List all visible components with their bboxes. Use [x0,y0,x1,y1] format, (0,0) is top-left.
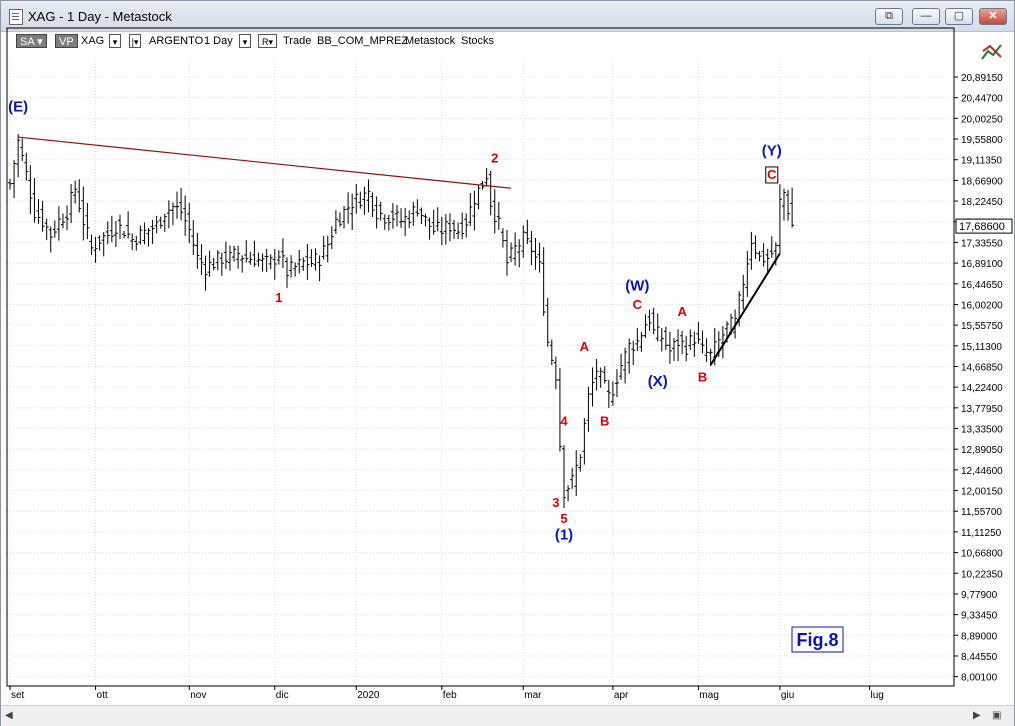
y-tick-label: 9,33450 [961,611,998,622]
y-tick-label: 12,00150 [961,487,1003,498]
y-tick-label: 11,55700 [961,507,1002,518]
y-tick-label: 13,33500 [961,425,1003,436]
x-tick-label: apr [614,690,629,701]
figure-annotation: Fig.8 [796,630,838,650]
wave-label: B [698,369,707,384]
vp-button[interactable]: VP [55,34,78,48]
zoom-icon[interactable]: ▣ [992,710,1002,721]
x-tick-label: dic [276,690,289,701]
y-tick-label: 18,66900 [961,176,1003,187]
y-tick-label: 20,00250 [961,114,1003,125]
status-bar: ◀ ▶ ▣ [1,705,1014,726]
last-price-box [955,218,1013,234]
y-tick-label: 19,55800 [961,135,1003,146]
x-tick-label: 2020 [357,690,380,701]
y-tick-label: 10,22350 [961,569,1003,580]
support-trendline [709,252,781,366]
security-name: ARGENTO [149,35,204,47]
toolbar-item-template[interactable]: BB_COM_MPREZ [317,35,409,47]
wave-label: 3 [552,495,559,510]
scroll-right-icon[interactable]: ▶ [973,710,981,721]
figure-annotation-box [791,626,844,653]
y-tick-label: 16,00200 [961,300,1003,311]
window-title: XAG - 1 Day - Metastock [28,9,172,24]
x-tick-label: mar [524,690,542,701]
wave-label-box [765,166,779,184]
symbol-dropdown-icon[interactable]: ▾ [109,34,121,48]
y-tick-label: 10,66800 [961,549,1003,560]
chart-document-icon [9,9,23,25]
wave-label: 2 [491,151,498,166]
wave-label: (1) [555,526,573,543]
last-price-label: 17,68600 [959,221,1005,233]
y-tick-label: 12,89050 [961,445,1003,456]
close-button[interactable]: ✕ [979,8,1007,25]
toolbar-item-type[interactable]: Stocks [461,35,495,47]
y-tick-label: 15,55750 [961,321,1003,332]
y-tick-label: 8,44550 [961,652,998,663]
wave-label: C [633,297,643,312]
wave-label: 5 [560,511,567,526]
y-tick-label: 20,89150 [961,73,1003,84]
x-tick-label: nov [190,690,206,701]
wave-label: B [600,413,609,428]
y-tick-label: 16,44650 [961,280,1003,291]
wave-label: (E) [8,98,28,115]
y-tick-label: 17,33550 [961,238,1003,249]
y-tick-label: 11,11250 [961,528,1002,539]
y-tick-label: 14,66850 [961,362,1003,373]
periodicity-label: 1 Day [204,35,233,47]
grid: 8,00100 8,44550 8,89000 9,33450 9,77900 10,22… [7,58,1003,701]
wave-label: 1 [275,290,282,305]
x-tick-label: feb [443,690,457,701]
x-tick-label: giu [781,690,794,701]
wave-label: C [767,167,777,182]
toolbar-item-source[interactable]: Metastock [405,35,456,47]
restore-all-button[interactable]: ⧉ [875,8,903,25]
y-tick-label: 8,89000 [961,631,998,642]
x-tick-label: lug [871,690,884,701]
y-tick-label: 9,77900 [961,590,998,601]
maximize-button[interactable]: ▢ [945,8,973,25]
wave-label: (W) [625,278,649,295]
r-label: R [261,37,269,47]
x-tick-label: mag [699,690,718,701]
y-tick-label: 8,00100 [961,673,998,684]
sa-button[interactable]: SA ▾ [16,34,47,48]
wave-label: 4 [560,413,568,428]
price-chart[interactable]: 8,00100 8,44550 8,89000 9,33450 9,77900 10,22… [0,0,1015,704]
periodicity-dropdown-icon[interactable]: ▾ [239,34,251,48]
wave-label: A [677,304,687,319]
wave-label: (X) [648,373,668,390]
resistance-trendline [18,136,512,189]
symbol-label: XAG [81,35,105,47]
x-tick-label: ott [97,690,108,701]
sa-label: SA [20,36,35,48]
wave-label: (Y) [762,143,782,160]
y-tick-label: 13,77950 [961,404,1003,415]
y-tick-label: 12,44600 [961,466,1003,477]
x-tick-label: set [11,690,25,701]
y-tick-label: 14,22400 [961,383,1003,394]
y-tick-label: 16,89100 [961,259,1003,270]
ohlc-bars [8,133,795,509]
r-dropdown-button[interactable]: R▾ [258,34,277,48]
plot-frame [6,27,955,687]
y-tick-label: 15,11300 [961,342,1002,353]
y-tick-label: 20,44700 [961,94,1003,105]
chart-toolbar: SA ▾ VP XAG ▾ |▾ ARGENTO 1 Day ▾ R▾ Trad… [1,31,1014,51]
title-bar[interactable]: XAG - 1 Day - Metastock ⧉ — ▢ ✕ [1,1,1014,32]
chart-tool-icon[interactable] [981,41,1003,63]
scroll-left-icon[interactable]: ◀ [5,710,13,721]
minimize-button[interactable]: — [912,8,940,25]
indicator-dropdown-icon[interactable]: |▾ [129,34,141,48]
y-tick-label: 18,22450 [961,197,1003,208]
toolbar-item-trade[interactable]: Trade [283,35,312,47]
y-tick-label: 19,11350 [961,156,1002,167]
wave-label: A [580,339,590,354]
